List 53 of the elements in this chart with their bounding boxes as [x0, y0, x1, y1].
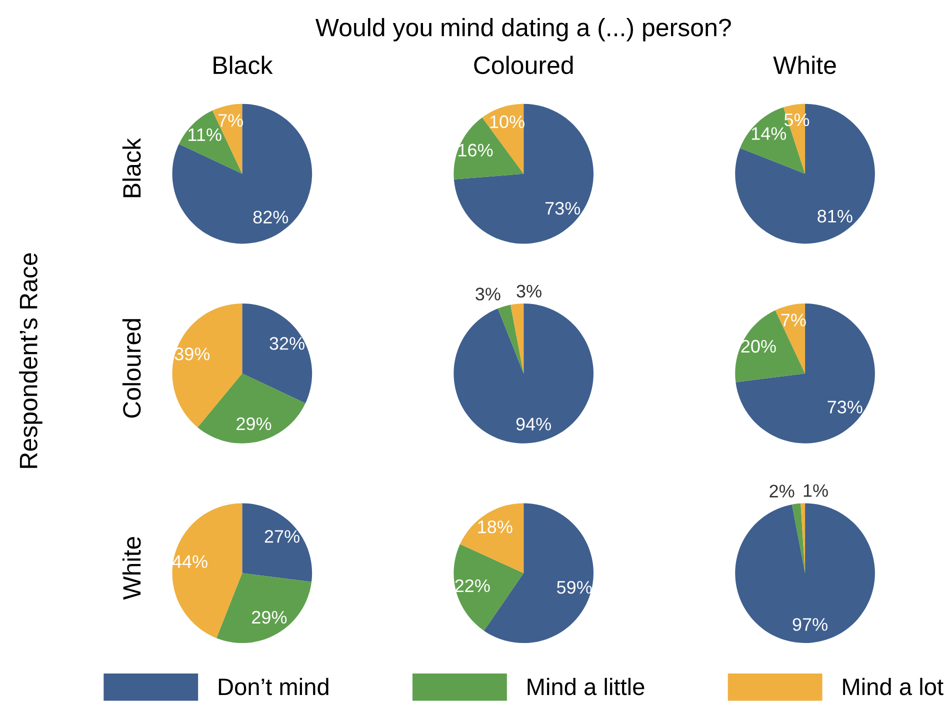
pie-slice — [172, 104, 312, 244]
data-label: 82% — [253, 210, 288, 224]
pie-slice — [498, 304, 524, 374]
pie-slice — [510, 304, 524, 374]
pie-slice — [216, 573, 312, 644]
data-label: 73% — [828, 400, 862, 414]
data-label: 29% — [236, 417, 272, 430]
legend-label: Mind a lot — [843, 678, 944, 696]
chart-title: Black — [214, 56, 273, 74]
pie-slice — [454, 304, 594, 444]
pie-slice — [242, 503, 312, 582]
pie-slice — [735, 104, 875, 244]
pie-slice — [172, 503, 242, 638]
text: White — [122, 537, 141, 600]
data-label: 16% — [458, 144, 493, 157]
pie-slice — [198, 373, 306, 444]
pie-slice — [735, 503, 875, 644]
data-label: 18% — [478, 520, 512, 534]
data-label: 81% — [818, 210, 852, 223]
data-label: 59% — [556, 580, 592, 594]
data-label: 14% — [752, 127, 786, 140]
pie-slice — [242, 304, 312, 404]
data-label: 3% — [476, 288, 500, 300]
pie-slice — [454, 104, 594, 244]
data-label: 94% — [516, 418, 551, 430]
chart-title: White — [773, 56, 836, 74]
data-label: 29% — [252, 610, 287, 624]
pie-slice — [454, 544, 524, 631]
text: Would you mind dating a (...) person? — [316, 18, 731, 42]
legend-label: Mind a little — [528, 678, 644, 696]
text: Respondent’s Race — [19, 253, 42, 468]
data-label: 44% — [172, 555, 208, 568]
pie-slice — [775, 304, 806, 374]
data-label: 22% — [455, 579, 490, 592]
data-label: 32% — [270, 337, 304, 350]
data-label: 27% — [264, 530, 300, 543]
data-label: 1% — [804, 484, 828, 497]
data-label: 97% — [792, 618, 828, 631]
pie-slice — [736, 304, 875, 444]
data-label: 39% — [174, 348, 210, 360]
data-label: 73% — [545, 202, 580, 215]
chart-title: Coloured — [474, 56, 573, 74]
legend-label: Don’t mind — [218, 678, 328, 696]
pie-slice — [792, 503, 806, 574]
pie-slice — [735, 310, 806, 382]
data-label: 20% — [741, 340, 776, 353]
data-label: 3% — [516, 284, 542, 298]
text: Coloured — [122, 319, 141, 418]
data-label: 11% — [188, 128, 222, 142]
data-label: 2% — [770, 484, 794, 498]
pie-slice — [460, 503, 524, 574]
text: Black — [122, 138, 141, 198]
pie-slice — [178, 110, 242, 174]
